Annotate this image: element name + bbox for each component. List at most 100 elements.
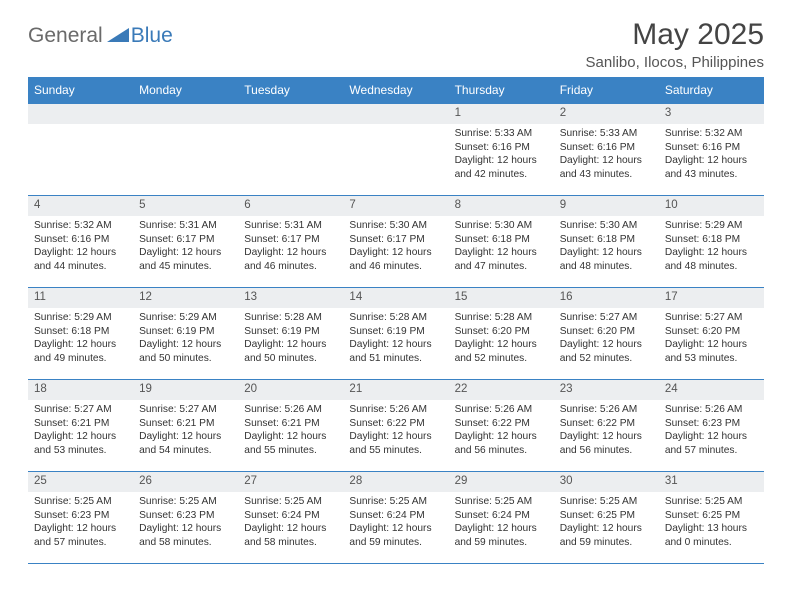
calendar-cell: [133, 104, 238, 196]
calendar-cell: 28Sunrise: 5:25 AMSunset: 6:24 PMDayligh…: [343, 472, 448, 564]
calendar-cell: 9Sunrise: 5:30 AMSunset: 6:18 PMDaylight…: [554, 196, 659, 288]
calendar-row: 25Sunrise: 5:25 AMSunset: 6:23 PMDayligh…: [28, 472, 764, 564]
calendar-row: 11Sunrise: 5:29 AMSunset: 6:18 PMDayligh…: [28, 288, 764, 380]
calendar-cell: 26Sunrise: 5:25 AMSunset: 6:23 PMDayligh…: [133, 472, 238, 564]
brand-blue: Blue: [131, 24, 173, 48]
day-number: 25: [28, 472, 133, 492]
day-details: Sunrise: 5:26 AMSunset: 6:21 PMDaylight:…: [238, 400, 343, 460]
day-number: 15: [449, 288, 554, 308]
day-details: Sunrise: 5:27 AMSunset: 6:21 PMDaylight:…: [28, 400, 133, 460]
day-number: 11: [28, 288, 133, 308]
day-number: 3: [659, 104, 764, 124]
weekday-header: Friday: [554, 77, 659, 104]
day-details: Sunrise: 5:28 AMSunset: 6:19 PMDaylight:…: [343, 308, 448, 368]
day-details: Sunrise: 5:31 AMSunset: 6:17 PMDaylight:…: [238, 216, 343, 276]
calendar-cell: 16Sunrise: 5:27 AMSunset: 6:20 PMDayligh…: [554, 288, 659, 380]
calendar-cell: 17Sunrise: 5:27 AMSunset: 6:20 PMDayligh…: [659, 288, 764, 380]
day-details: Sunrise: 5:25 AMSunset: 6:24 PMDaylight:…: [343, 492, 448, 552]
day-details: Sunrise: 5:28 AMSunset: 6:20 PMDaylight:…: [449, 308, 554, 368]
day-number: 5: [133, 196, 238, 216]
day-details: Sunrise: 5:33 AMSunset: 6:16 PMDaylight:…: [449, 124, 554, 184]
day-details: Sunrise: 5:26 AMSunset: 6:22 PMDaylight:…: [343, 400, 448, 460]
calendar-cell: 30Sunrise: 5:25 AMSunset: 6:25 PMDayligh…: [554, 472, 659, 564]
month-title: May 2025: [586, 18, 764, 52]
calendar-cell: [238, 104, 343, 196]
day-details: Sunrise: 5:32 AMSunset: 6:16 PMDaylight:…: [28, 216, 133, 276]
day-details: Sunrise: 5:29 AMSunset: 6:19 PMDaylight:…: [133, 308, 238, 368]
weekday-header: Wednesday: [343, 77, 448, 104]
day-number: 14: [343, 288, 448, 308]
day-number: 22: [449, 380, 554, 400]
calendar-cell: 1Sunrise: 5:33 AMSunset: 6:16 PMDaylight…: [449, 104, 554, 196]
day-number: 23: [554, 380, 659, 400]
calendar-cell: 5Sunrise: 5:31 AMSunset: 6:17 PMDaylight…: [133, 196, 238, 288]
calendar-row: 1Sunrise: 5:33 AMSunset: 6:16 PMDaylight…: [28, 104, 764, 196]
brand-triangle-icon: [107, 26, 129, 47]
day-details: Sunrise: 5:31 AMSunset: 6:17 PMDaylight:…: [133, 216, 238, 276]
day-number: [238, 104, 343, 124]
weekday-header: Tuesday: [238, 77, 343, 104]
day-details: Sunrise: 5:25 AMSunset: 6:24 PMDaylight:…: [238, 492, 343, 552]
day-number: 12: [133, 288, 238, 308]
day-details: Sunrise: 5:26 AMSunset: 6:22 PMDaylight:…: [449, 400, 554, 460]
calendar-cell: 2Sunrise: 5:33 AMSunset: 6:16 PMDaylight…: [554, 104, 659, 196]
calendar-cell: 10Sunrise: 5:29 AMSunset: 6:18 PMDayligh…: [659, 196, 764, 288]
calendar-cell: 4Sunrise: 5:32 AMSunset: 6:16 PMDaylight…: [28, 196, 133, 288]
day-number: 31: [659, 472, 764, 492]
day-details: Sunrise: 5:30 AMSunset: 6:18 PMDaylight:…: [554, 216, 659, 276]
day-details: Sunrise: 5:25 AMSunset: 6:25 PMDaylight:…: [554, 492, 659, 552]
calendar-cell: 31Sunrise: 5:25 AMSunset: 6:25 PMDayligh…: [659, 472, 764, 564]
day-details: [343, 124, 448, 184]
title-block: May 2025 Sanlibo, Ilocos, Philippines: [586, 18, 764, 71]
day-number: 24: [659, 380, 764, 400]
day-number: 28: [343, 472, 448, 492]
day-details: Sunrise: 5:32 AMSunset: 6:16 PMDaylight:…: [659, 124, 764, 184]
day-number: 6: [238, 196, 343, 216]
day-number: 8: [449, 196, 554, 216]
day-number: 7: [343, 196, 448, 216]
calendar-body: 1Sunrise: 5:33 AMSunset: 6:16 PMDaylight…: [28, 104, 764, 564]
day-details: Sunrise: 5:30 AMSunset: 6:17 PMDaylight:…: [343, 216, 448, 276]
calendar-page: General Blue May 2025 Sanlibo, Ilocos, P…: [0, 0, 792, 574]
day-details: Sunrise: 5:30 AMSunset: 6:18 PMDaylight:…: [449, 216, 554, 276]
day-details: [133, 124, 238, 184]
calendar-cell: 23Sunrise: 5:26 AMSunset: 6:22 PMDayligh…: [554, 380, 659, 472]
day-number: 10: [659, 196, 764, 216]
weekday-header: Saturday: [659, 77, 764, 104]
weekday-header: Thursday: [449, 77, 554, 104]
calendar-cell: 25Sunrise: 5:25 AMSunset: 6:23 PMDayligh…: [28, 472, 133, 564]
day-details: Sunrise: 5:28 AMSunset: 6:19 PMDaylight:…: [238, 308, 343, 368]
calendar-header-row: SundayMondayTuesdayWednesdayThursdayFrid…: [28, 77, 764, 104]
day-number: 30: [554, 472, 659, 492]
day-details: Sunrise: 5:27 AMSunset: 6:21 PMDaylight:…: [133, 400, 238, 460]
brand-general: General: [28, 24, 103, 48]
calendar-cell: 22Sunrise: 5:26 AMSunset: 6:22 PMDayligh…: [449, 380, 554, 472]
day-number: [343, 104, 448, 124]
day-number: 2: [554, 104, 659, 124]
day-number: 21: [343, 380, 448, 400]
day-number: 20: [238, 380, 343, 400]
calendar-cell: 15Sunrise: 5:28 AMSunset: 6:20 PMDayligh…: [449, 288, 554, 380]
calendar-cell: 13Sunrise: 5:28 AMSunset: 6:19 PMDayligh…: [238, 288, 343, 380]
day-number: 4: [28, 196, 133, 216]
calendar-cell: 19Sunrise: 5:27 AMSunset: 6:21 PMDayligh…: [133, 380, 238, 472]
day-number: 18: [28, 380, 133, 400]
calendar-cell: [343, 104, 448, 196]
calendar-cell: 8Sunrise: 5:30 AMSunset: 6:18 PMDaylight…: [449, 196, 554, 288]
day-details: [28, 124, 133, 184]
calendar-row: 4Sunrise: 5:32 AMSunset: 6:16 PMDaylight…: [28, 196, 764, 288]
location: Sanlibo, Ilocos, Philippines: [586, 54, 764, 71]
day-number: 26: [133, 472, 238, 492]
calendar-cell: 7Sunrise: 5:30 AMSunset: 6:17 PMDaylight…: [343, 196, 448, 288]
day-number: 29: [449, 472, 554, 492]
day-number: 1: [449, 104, 554, 124]
calendar-cell: 12Sunrise: 5:29 AMSunset: 6:19 PMDayligh…: [133, 288, 238, 380]
calendar-cell: [28, 104, 133, 196]
day-details: [238, 124, 343, 184]
calendar-cell: 11Sunrise: 5:29 AMSunset: 6:18 PMDayligh…: [28, 288, 133, 380]
header: General Blue May 2025 Sanlibo, Ilocos, P…: [28, 18, 764, 71]
day-details: Sunrise: 5:27 AMSunset: 6:20 PMDaylight:…: [659, 308, 764, 368]
calendar-cell: 20Sunrise: 5:26 AMSunset: 6:21 PMDayligh…: [238, 380, 343, 472]
calendar-cell: 6Sunrise: 5:31 AMSunset: 6:17 PMDaylight…: [238, 196, 343, 288]
day-details: Sunrise: 5:29 AMSunset: 6:18 PMDaylight:…: [28, 308, 133, 368]
